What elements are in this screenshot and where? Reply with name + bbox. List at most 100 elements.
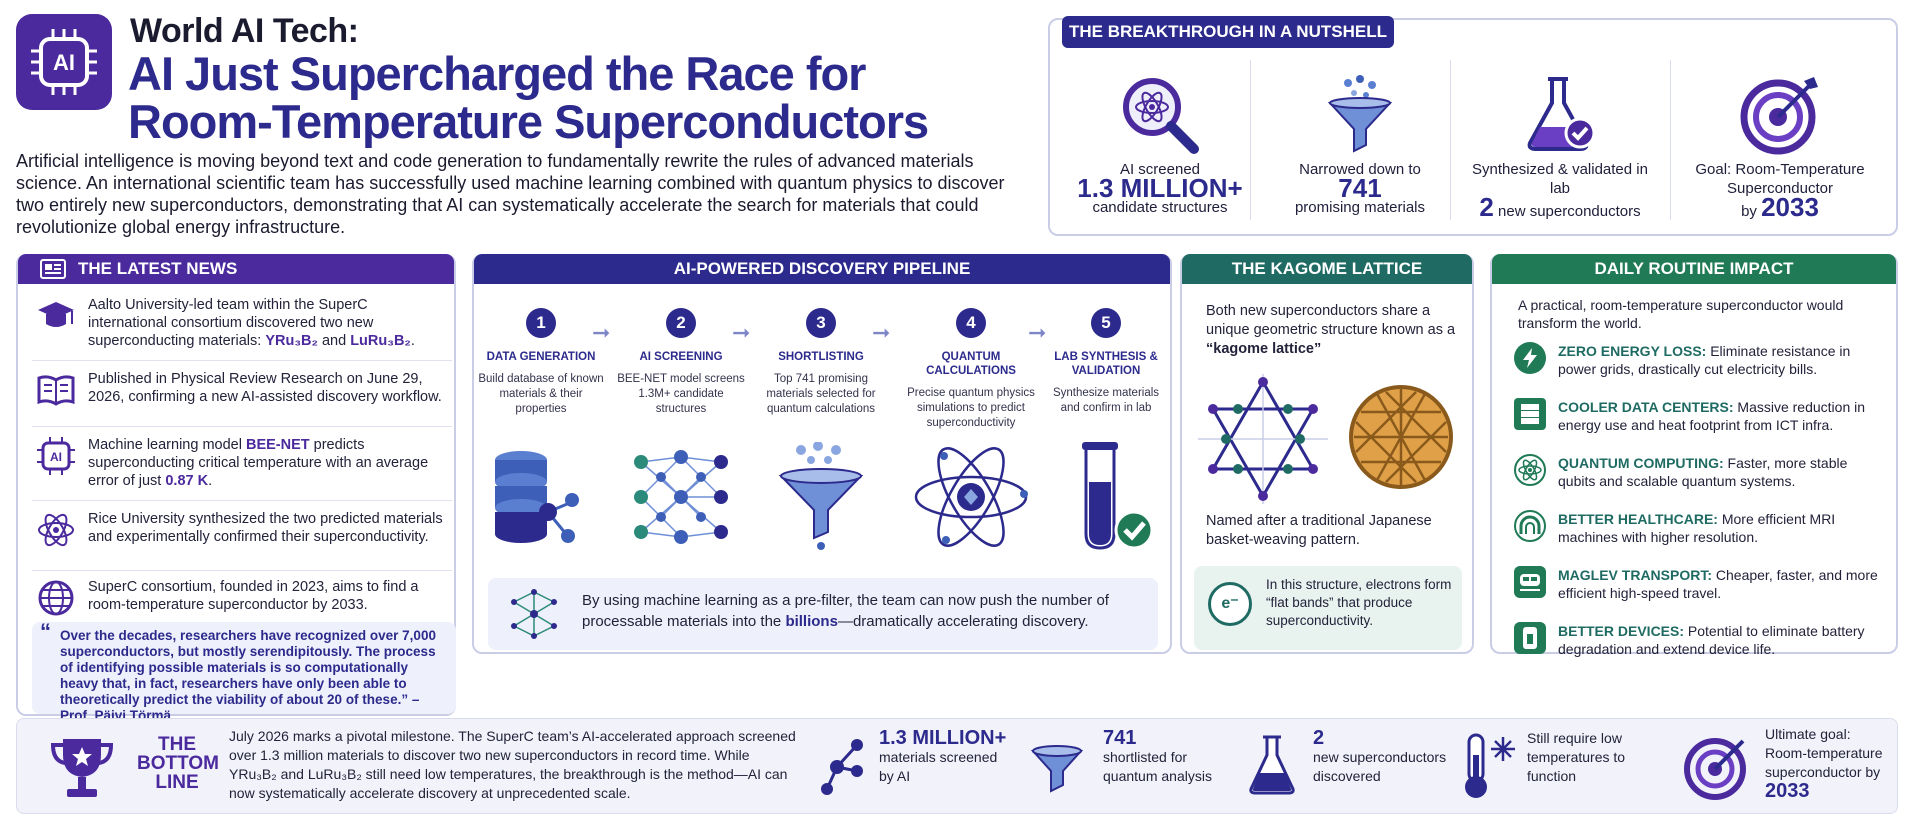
step-description: BEE-NET model screens 1.3M+ candidate st… (617, 373, 745, 415)
step-number: 3 (806, 308, 836, 338)
nutshell-heading: THE BREAKTHROUGH IN A NUTSHELL (1062, 16, 1394, 48)
pipeline-step: 5 LAB SYNTHESIS & VALIDATION Synthesize … (1044, 308, 1168, 416)
bottom-line-bar: THE BOTTOM LINE July 2026 marks a pivota… (16, 718, 1898, 814)
pipeline-step: 4 QUANTUM CALCULATIONS Precise quantum p… (896, 308, 1046, 431)
target-icon (1740, 77, 1818, 155)
pipeline-step: 2 AI SCREENING BEE-NET model screens 1.3… (616, 308, 746, 417)
phone-icon (1514, 622, 1546, 654)
funnel-icon (1030, 745, 1084, 793)
nutshell-item-top: Narrowed down to (1299, 161, 1421, 178)
page-title: AI Just Supercharged the Race for Room-T… (128, 47, 929, 148)
daily-impact-panel: DAILY ROUTINE IMPACT A practical, room-t… (1490, 254, 1898, 657)
arrow-right-icon: ➞ (732, 320, 751, 345)
test-tube-check-icon (1082, 442, 1154, 550)
graduation-cap-icon (38, 302, 74, 327)
bottom-stat: Ultimate goal: Room-temperature supercon… (1765, 726, 1883, 802)
arrow-right-icon: ➞ (1028, 320, 1047, 345)
pipeline-step: 3 SHORTLISTING Top 741 promising materia… (756, 308, 886, 417)
arrow-right-icon: ➞ (592, 320, 611, 345)
bottom-stat: Still require low temperatures to functi… (1527, 730, 1626, 784)
latest-news-heading: THE LATEST NEWS (18, 254, 454, 284)
database-icon (495, 451, 579, 543)
woven-basket-icon (1349, 385, 1453, 489)
header-kicker: World AI Tech: (130, 12, 359, 50)
nutshell-item-bottom: by (1741, 203, 1757, 220)
kagome-heading: THE KAGOME LATTICE (1182, 254, 1472, 284)
step-title: DATA GENERATION (486, 351, 596, 363)
nutshell-item-top: Synthesized & validated in lab (1472, 161, 1648, 197)
bottom-stat: 1.3 MILLION+ materials screened by AI (879, 727, 1007, 784)
electron-badge: e⁻ (1208, 582, 1252, 626)
pipeline-step: 1 DATA GENERATION Build database of know… (476, 308, 606, 417)
magnifier-atom-icon (1123, 78, 1199, 154)
server-icon (1514, 398, 1546, 430)
step-description: Build database of known materials & thei… (478, 373, 604, 415)
arrow-right-icon: ➞ (872, 320, 891, 345)
step-number: 4 (956, 308, 986, 338)
step-title: AI SCREENING (639, 351, 723, 363)
latest-news-panel: THE LATEST NEWS Aalto University-led tea… (16, 254, 456, 723)
bottom-stat: 741 shortlisted for quantum analysis (1103, 727, 1212, 784)
pipeline-note: By using machine learning as a pre-filte… (488, 578, 1158, 650)
step-description: Top 741 promising materials selected for… (766, 373, 876, 415)
globe-icon (38, 580, 74, 616)
newspaper-icon (40, 259, 66, 279)
svg-text:AI: AI (53, 50, 75, 75)
daily-impact-heading: DAILY ROUTINE IMPACT (1492, 254, 1896, 284)
nutshell-item-bottom: promising materials (1294, 199, 1426, 216)
nutshell-item: Synthesized & validated in lab 2 new sup… (1460, 70, 1660, 240)
molecule-network-icon (511, 589, 557, 639)
mri-icon (1514, 510, 1546, 542)
step-title: LAB SYNTHESIS & VALIDATION (1054, 351, 1158, 377)
train-icon (1514, 566, 1546, 598)
funnel-icon (1327, 75, 1393, 153)
nutshell-panel: THE BREAKTHROUGH IN A NUTSHELL AI screen… (1048, 16, 1898, 236)
nutshell-item-value: 741 (1338, 173, 1382, 203)
nutshell-item: Goal: Room-Temperature Superconductor by… (1680, 70, 1880, 240)
nutshell-item-bottom: candidate structures (1092, 199, 1228, 216)
nutshell-item-value: 1.3 MILLION+ (1077, 173, 1243, 203)
step-number: 2 (666, 308, 696, 338)
kagome-description: Both new superconductors share a unique … (1206, 303, 1456, 357)
flask-icon (1249, 735, 1295, 795)
bottom-line-title: THE BOTTOM LINE (137, 734, 219, 793)
nutshell-item-value: 2 (1479, 192, 1494, 222)
flask-check-icon (1527, 77, 1596, 151)
nutshell-item: Narrowed down to 741 promising materials (1260, 70, 1460, 240)
atom-icon (1514, 454, 1546, 486)
step-title: QUANTUM CALCULATIONS (926, 351, 1016, 377)
trophy-icon (50, 739, 114, 797)
atom-icon (914, 447, 1028, 547)
step-description: Synthesize materials and confirm in lab (1052, 387, 1160, 414)
nutshell-item-bottom: new superconductors (1498, 203, 1641, 220)
ai-chip-icon: AI (37, 437, 75, 475)
step-title: SHORTLISTING (778, 351, 864, 363)
step-number: 5 (1091, 308, 1121, 338)
kagome-note: e⁻ In this structure, electrons form “fl… (1194, 566, 1462, 650)
quote-mark-icon: “ (40, 619, 51, 644)
bottom-line-text: July 2026 marks a pivotal milestone. The… (229, 728, 796, 801)
nutshell-item: AI screened 1.3 MILLION+ candidate struc… (1060, 70, 1260, 240)
book-icon (37, 375, 75, 406)
kagome-panel: THE KAGOME LATTICE Both new superconduct… (1180, 254, 1474, 654)
quote-block: “ Over the decades, researchers have rec… (32, 619, 456, 723)
target-icon (1684, 738, 1746, 800)
ai-logo: AI (16, 14, 112, 110)
nutshell-item-top: Goal: Room-Temperature Superconductor (1695, 161, 1865, 197)
funnel-icon (778, 442, 864, 550)
daily-impact-intro: A practical, room-temperature supercondu… (1518, 297, 1844, 331)
molecule-icon (821, 739, 863, 795)
kagome-named-text: Named after a traditional Japanese baske… (1206, 513, 1432, 548)
atom-icon (38, 513, 74, 547)
intro-paragraph: Artificial intelligence is moving beyond… (16, 151, 1005, 237)
bottom-stat: 2 new superconductors discovered (1313, 727, 1447, 784)
thermometer-snowflake-icon (1465, 733, 1515, 798)
lightning-icon (1514, 342, 1546, 374)
nutshell-item-value: 2033 (1761, 192, 1819, 222)
quote-text: Over the decades, researchers have recog… (60, 628, 436, 707)
step-description: Precise quantum physics simulations to p… (907, 387, 1035, 429)
chip-icon: AI (31, 29, 97, 95)
svg-text:AI: AI (50, 450, 62, 464)
nutshell-item-top: AI screened (1119, 161, 1201, 178)
latest-news-heading-text: THE LATEST NEWS (78, 259, 238, 278)
